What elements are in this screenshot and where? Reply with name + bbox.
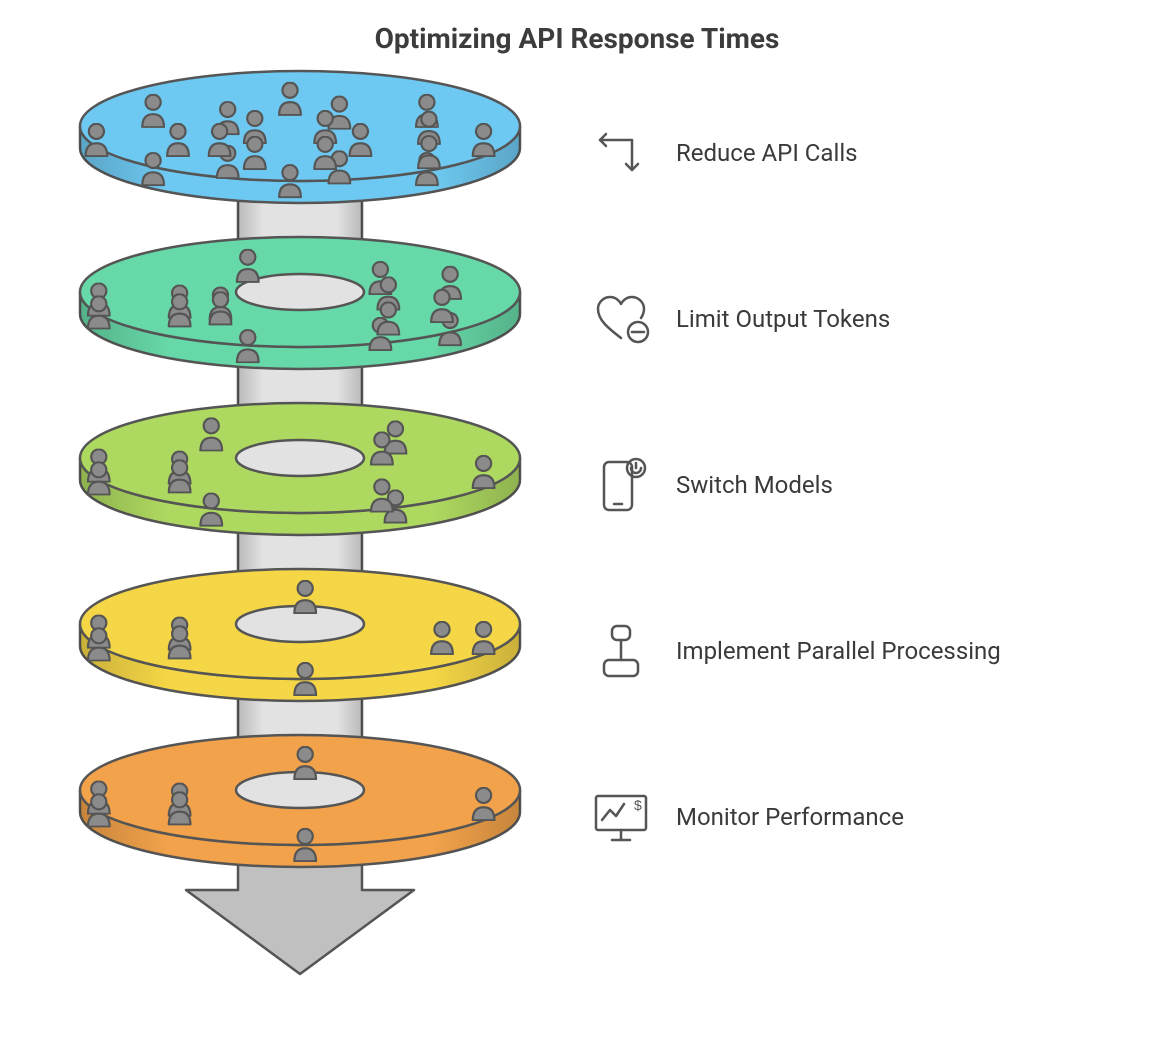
phone-icon [590, 454, 652, 516]
legend-label: Monitor Performance [676, 803, 904, 831]
legend-label: Implement Parallel Processing [676, 637, 1001, 665]
funnel-diagram [0, 0, 1154, 1058]
legend-row-2: Switch Models [590, 454, 833, 516]
legend-label: Limit Output Tokens [676, 305, 890, 333]
svg-text:$: $ [634, 797, 642, 813]
heart-icon [590, 288, 652, 350]
tree-icon [590, 620, 652, 682]
legend-row-1: Limit Output Tokens [590, 288, 890, 350]
legend-label: Switch Models [676, 471, 833, 499]
legend-row-0: Reduce API Calls [590, 122, 858, 184]
reduce-icon [590, 122, 652, 184]
legend-row-4: $ Monitor Performance [590, 786, 904, 848]
monitor-icon: $ [590, 786, 652, 848]
legend-row-3: Implement Parallel Processing [590, 620, 1001, 682]
legend-label: Reduce API Calls [676, 139, 858, 167]
